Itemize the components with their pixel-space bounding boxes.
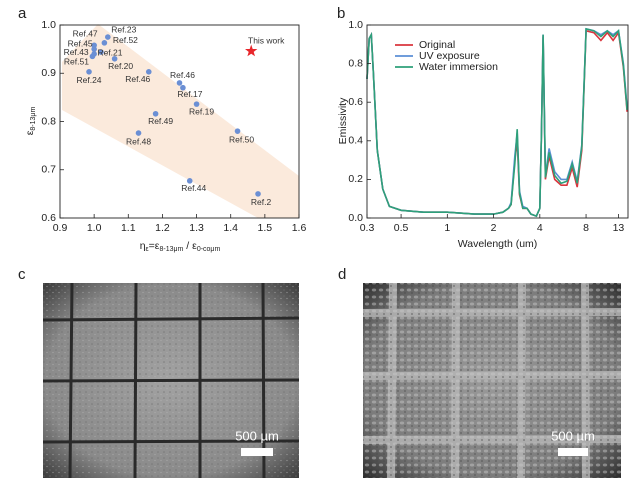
scatter-point — [180, 84, 186, 91]
x-tick-label: 1.4 — [223, 222, 238, 234]
scatter-point — [91, 42, 97, 49]
point-label: Ref.43 — [64, 47, 89, 57]
point-label: Ref.46 — [125, 74, 150, 84]
scatter-point — [255, 191, 261, 197]
y-tick-label: 0.8 — [41, 115, 56, 127]
x-axis-label-part: =ε — [149, 240, 160, 252]
y-tick-label: 0.0 — [348, 212, 363, 224]
point-label: Ref.52 — [113, 35, 138, 45]
point-label: Ref.48 — [126, 136, 151, 146]
scatter-point — [89, 53, 96, 60]
x-tick-label: 0.9 — [53, 222, 68, 234]
scatter-point — [86, 69, 92, 75]
point-label: Ref.23 — [111, 24, 136, 34]
y-tick-label: 0.8 — [348, 57, 363, 69]
highlight-band — [62, 24, 299, 218]
point-label: This work — [248, 35, 285, 45]
spectrum-line — [366, 27, 628, 218]
y-tick-label: 0.7 — [41, 164, 56, 176]
scatter-point — [135, 130, 142, 136]
y-axis-label-sub: 8-13μm — [30, 107, 37, 131]
x-axis-label-sub: 8-13μm — [160, 246, 184, 253]
scatter-point — [176, 80, 183, 86]
x-axis-label: ηε=ε8-13μm / ε0-coμm — [140, 240, 221, 253]
panel-label: a — [18, 5, 27, 22]
plot-frame — [366, 24, 629, 219]
panel-label: b — [337, 5, 345, 22]
legend-label: Original — [419, 39, 455, 51]
x-tick-label: 1.5 — [258, 222, 273, 234]
point-label: Ref.17 — [177, 89, 202, 99]
point-label: Ref.24 — [76, 75, 101, 85]
x-tick-label: 1.6 — [292, 222, 307, 234]
x-axis-label-sub: 0-coμm — [197, 246, 221, 253]
panel-label: c — [18, 266, 26, 283]
scatter-point — [98, 49, 104, 55]
star-point — [245, 44, 258, 57]
x-tick-label: 0.5 — [394, 222, 409, 234]
scatter-point — [193, 101, 200, 107]
point-label: Ref.21 — [97, 47, 122, 57]
x-tick-label: 1.3 — [189, 222, 204, 234]
scatter-point — [145, 69, 152, 75]
x-tick-label: 13 — [613, 222, 625, 234]
legend-label: UV exposure — [419, 50, 480, 62]
point-label: Ref.50 — [229, 134, 254, 144]
x-axis-label-sub: ε — [146, 246, 149, 253]
scale-bar-label: 500 µm — [235, 428, 279, 443]
legend-label: Water immersion — [419, 61, 498, 73]
point-label: Ref.44 — [181, 183, 206, 193]
point-label: Ref.2 — [251, 197, 272, 207]
x-axis-label-part: / ε — [183, 240, 197, 252]
scatter-point — [186, 178, 193, 184]
micrograph-c — [42, 282, 300, 479]
x-tick-label: 1 — [444, 222, 450, 234]
x-tick-label: 8 — [583, 222, 589, 234]
y-axis-label: Emissivity — [337, 97, 349, 144]
y-tick-label: 0.6 — [348, 96, 363, 108]
y-tick-label: 1.0 — [41, 19, 56, 31]
spectrum-line — [366, 29, 628, 218]
micrograph-d — [362, 282, 622, 479]
scatter-point — [111, 55, 118, 62]
x-tick-label: 1.1 — [121, 222, 136, 234]
y-tick-label: 0.2 — [348, 173, 363, 185]
x-tick-label: 2 — [491, 222, 497, 234]
point-label: Ref.20 — [108, 61, 133, 71]
y-tick-label: 0.6 — [41, 212, 56, 224]
point-label: Ref.49 — [148, 116, 173, 126]
panel-label: d — [338, 266, 346, 283]
scatter-point — [234, 128, 241, 134]
point-label: Ref.46 — [170, 70, 195, 80]
y-tick-label: 0.9 — [41, 67, 56, 79]
point-label: Ref.51 — [64, 57, 89, 67]
spectrum-line — [366, 27, 628, 218]
x-tick-label: 0.3 — [360, 222, 375, 234]
y-tick-label: 1.0 — [348, 19, 363, 31]
point-label: Ref.47 — [73, 29, 98, 39]
x-tick-label: 4 — [537, 222, 543, 234]
x-tick-label: 1.2 — [155, 222, 170, 234]
y-axis-label-part: ε — [24, 130, 36, 135]
x-axis-label-part: η — [140, 240, 146, 252]
y-tick-label: 0.4 — [348, 135, 363, 147]
scale-bar-label: 500 µm — [551, 428, 595, 443]
scatter-point — [101, 40, 108, 46]
y-axis-label: ε8-13μm — [24, 107, 37, 136]
x-tick-label: 1.0 — [87, 222, 102, 234]
scatter-point — [105, 34, 111, 40]
scatter-point — [152, 110, 159, 117]
x-axis-label: Wavelength (um) — [458, 238, 538, 250]
point-label: Ref.19 — [189, 106, 214, 116]
point-label: Ref.45 — [68, 38, 93, 48]
scatter-point — [91, 46, 97, 52]
